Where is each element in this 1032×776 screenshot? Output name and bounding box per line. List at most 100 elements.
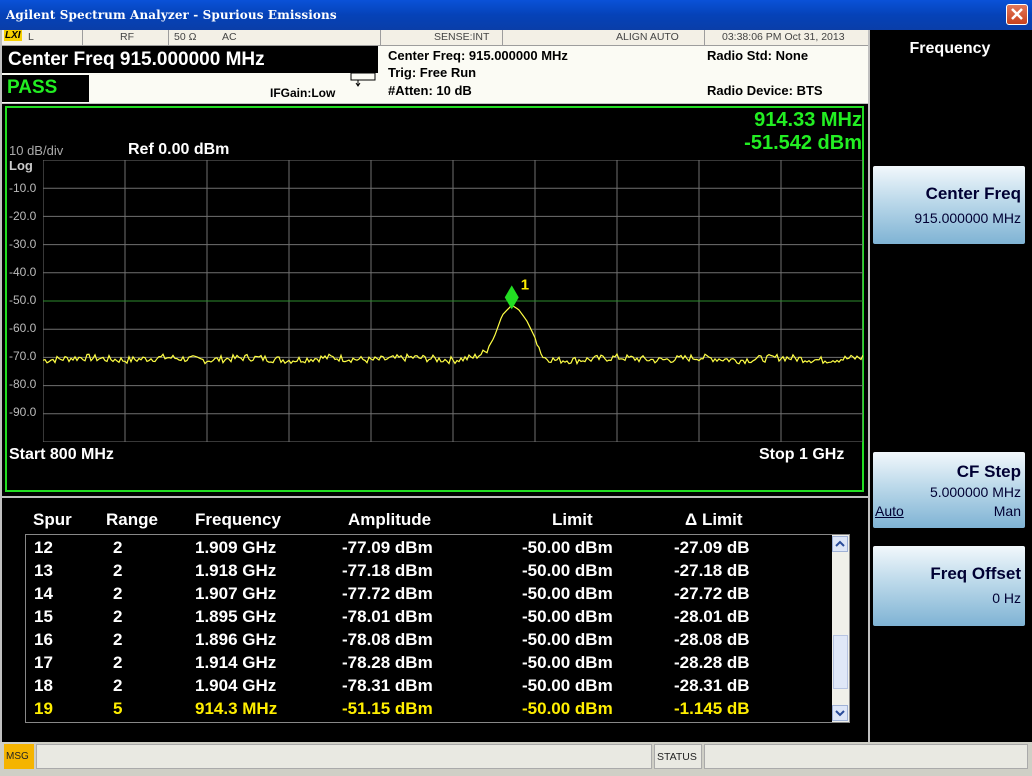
- trace-panel: [2, 104, 868, 496]
- cell-amp: -77.09 dBm: [342, 538, 433, 557]
- msg-button[interactable]: MSG: [4, 744, 34, 769]
- spur-table: [25, 534, 850, 723]
- cell-amp: -78.31 dBm: [342, 676, 433, 695]
- datetime: 03:38:06 PM Oct 31, 2013: [722, 31, 845, 43]
- marker-amp-readout: -51.542 dBm: [744, 132, 862, 154]
- scroll-thumb[interactable]: [833, 635, 848, 689]
- cf-step-softkey-label: CF Step: [956, 462, 1021, 481]
- window-title: Agilent Spectrum Analyzer - Spurious Emi…: [6, 8, 337, 22]
- cell-amp: -77.18 dBm: [342, 561, 433, 580]
- cell-spur: 13: [34, 561, 53, 580]
- y-tick-label: -10.0: [9, 181, 37, 195]
- cell-freq: 1.904 GHz: [195, 676, 277, 695]
- softkey-menu-title: Frequency: [909, 40, 991, 57]
- center-freq-info: Center Freq: 915.000000 MHz: [388, 48, 568, 63]
- table-row[interactable]: 15 2 1.895 GHz -78.01 dBm -50.00 dBm -28.01 d…: [26, 605, 832, 628]
- col-header-spur: Spur: [33, 510, 72, 529]
- scroll-down-button[interactable]: [832, 705, 848, 721]
- cell-spur: 17: [34, 653, 53, 672]
- table-row[interactable]: 17 2 1.914 GHz -78.28 dBm -50.00 dBm -28.28 d…: [26, 651, 832, 674]
- table-row[interactable]: 16 2 1.896 GHz -78.08 dBm -50.00 dBm -28.08 d…: [26, 628, 832, 651]
- lxi-badge: LXI: [4, 30, 22, 41]
- cell-range: 2: [113, 584, 123, 603]
- radio-std: Radio Std: None: [707, 48, 809, 63]
- cell-limit: -50.00 dBm: [522, 676, 613, 695]
- cell-delta: -28.01 dB: [674, 607, 750, 626]
- cell-amp: -78.01 dBm: [342, 607, 433, 626]
- cell-delta: -27.18 dB: [674, 561, 750, 580]
- y-tick-label: -60.0: [9, 321, 37, 335]
- table-row[interactable]: 13 2 1.918 GHz -77.18 dBm -50.00 dBm -27.18 d…: [26, 559, 832, 582]
- start-freq-label: Start 800 MHz: [9, 446, 114, 463]
- message-field: [36, 744, 652, 769]
- cell-delta: -1.145 dB: [674, 699, 750, 718]
- freq-offset-softkey-label: Freq Offset: [930, 564, 1021, 583]
- align-indicator: ALIGN AUTO: [616, 31, 679, 43]
- cell-delta: -27.09 dB: [674, 538, 750, 557]
- col-header-amplitude: Amplitude: [348, 510, 432, 529]
- cell-spur: 18: [34, 676, 53, 695]
- cell-limit: -50.00 dBm: [522, 561, 613, 580]
- cell-freq: 1.918 GHz: [195, 561, 277, 580]
- cell-limit: -50.00 dBm: [522, 584, 613, 603]
- marker-label: 1: [521, 276, 529, 293]
- y-tick-label: -20.0: [9, 209, 37, 223]
- trace-window-frame[interactable]: [5, 106, 864, 492]
- cf-step-softkey[interactable]: CF Step 5.000000 MHz Auto Man: [873, 452, 1025, 528]
- col-header-range: Range: [106, 510, 158, 529]
- table-row[interactable]: 18 2 1.904 GHz -78.31 dBm -50.00 dBm -28.31 d…: [26, 674, 832, 697]
- coupling-indicator: AC: [222, 31, 237, 43]
- table-row[interactable]: 12 2 1.909 GHz -77.09 dBm -50.00 dBm -27.09 d…: [26, 536, 832, 559]
- cell-range: 2: [113, 676, 123, 695]
- center-freq-softkey[interactable]: Center Freq 915.000000 MHz: [873, 166, 1025, 244]
- close-icon: [1011, 8, 1023, 20]
- pass-indicator: PASS: [2, 75, 89, 102]
- y-tick-label: -40.0: [9, 265, 37, 279]
- trace-line: [43, 305, 863, 366]
- col-header-frequency: Frequency: [195, 510, 281, 529]
- close-button[interactable]: [1006, 4, 1028, 25]
- cell-delta: -27.72 dB: [674, 584, 750, 603]
- cell-range: 2: [113, 630, 123, 649]
- table-row[interactable]: 14 2 1.907 GHz -77.72 dBm -50.00 dBm -27.72 d…: [26, 582, 832, 605]
- sense-indicator: SENSE:INT: [434, 31, 490, 43]
- cell-delta: -28.28 dB: [674, 653, 750, 672]
- cell-amp: -78.28 dBm: [342, 653, 433, 672]
- cell-spur: 16: [34, 630, 53, 649]
- radio-device: Radio Device: BTS: [707, 83, 823, 98]
- y-tick-label: -80.0: [9, 377, 37, 391]
- table-scrollbar[interactable]: [832, 535, 849, 722]
- title-bar: Agilent Spectrum Analyzer - Spurious Emi…: [0, 0, 1032, 30]
- chevron-up-icon: [835, 540, 845, 547]
- cf-step-auto-option[interactable]: Auto: [875, 503, 904, 519]
- status-button[interactable]: STATUS: [654, 744, 702, 769]
- cell-freq: 914.3 MHz: [195, 699, 278, 718]
- table-row[interactable]: 19 5 914.3 MHz -51.15 dBm -50.00 dBm -1.145 d…: [26, 697, 832, 720]
- cf-step-man-option[interactable]: Man: [993, 503, 1021, 519]
- cell-spur: 12: [34, 538, 53, 557]
- rf-indicator: RF: [120, 31, 134, 43]
- spectrum-plot[interactable]: 1: [43, 160, 863, 442]
- trigger-info: Trig: Free Run: [388, 65, 477, 80]
- center-freq-softkey-value: 915.000000 MHz: [914, 210, 1021, 226]
- lxi-l: L: [28, 31, 34, 43]
- cell-amp: -77.72 dBm: [342, 584, 433, 603]
- center-freq-title[interactable]: Center Freq 915.000000 MHz: [2, 46, 378, 73]
- cell-limit: -50.00 dBm: [522, 653, 613, 672]
- scroll-up-button[interactable]: [832, 536, 848, 552]
- cell-freq: 1.907 GHz: [195, 584, 277, 603]
- cell-range: 2: [113, 607, 123, 626]
- scale-type-label: Log: [9, 158, 33, 173]
- y-tick-label: -70.0: [9, 349, 37, 363]
- col-header-limit: Limit: [552, 510, 593, 529]
- cell-spur: 15: [34, 607, 53, 626]
- cell-spur: 19: [34, 699, 53, 718]
- y-tick-label: -90.0: [9, 405, 37, 419]
- ref-level-label: Ref 0.00 dBm: [128, 141, 230, 158]
- stop-freq-label: Stop 1 GHz: [759, 446, 845, 463]
- cell-amp: -78.08 dBm: [342, 630, 433, 649]
- freq-offset-softkey[interactable]: Freq Offset 0 Hz: [873, 546, 1025, 626]
- scale-label: 10 dB/div: [9, 143, 64, 158]
- cell-delta: -28.31 dB: [674, 676, 750, 695]
- cf-step-softkey-value: 5.000000 MHz: [929, 484, 1021, 500]
